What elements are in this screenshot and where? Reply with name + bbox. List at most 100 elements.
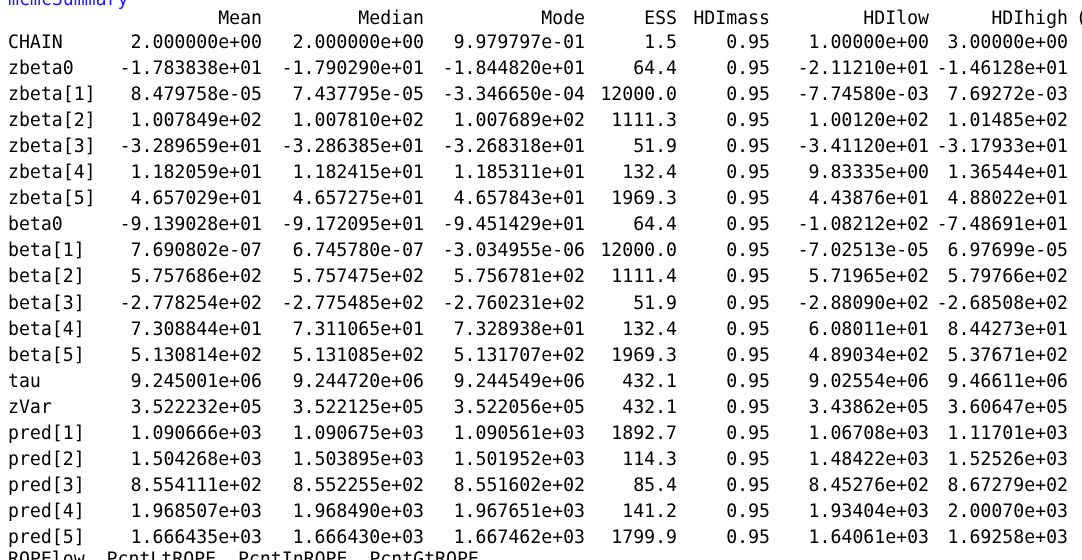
- table-row: pred[3] 8.554111e+02 8.552255e+02 8.551602e…: [0, 474, 1082, 498]
- cell-hdilow: 3.43862e+05: [808, 396, 929, 418]
- row-name: beta[3]: [8, 292, 85, 314]
- cell-median: 1.968490e+03: [292, 500, 424, 522]
- cell-mode: 1.501952e+03: [453, 448, 585, 470]
- cell-mode: -3.346650e-04: [442, 84, 585, 106]
- cell-mean: 5.130814e+02: [130, 344, 262, 366]
- column-header-hdilow: HDIlow: [863, 8, 929, 29]
- cell-mean: -2.778254e+02: [119, 292, 262, 314]
- cell-hdihigh: 9.46611e+06: [947, 370, 1068, 392]
- cell-mean: 1.666435e+03: [130, 526, 262, 548]
- column-header-ess: ESS: [644, 8, 677, 29]
- cell-ess: 132.4: [622, 162, 677, 184]
- cell-hdimass: 0.95: [726, 448, 770, 470]
- cell-mode: -9.451429e+01: [442, 214, 585, 236]
- cell-ess: 51.9: [633, 136, 677, 158]
- cell-hdihigh: 1.01485e+02: [947, 110, 1068, 132]
- table-row: zbeta0 -1.783838e+01 -1.790290e+01 -1.84482…: [0, 57, 1082, 81]
- row-name: zbeta[2]: [8, 110, 96, 132]
- cell-hdilow: 1.06708e+03: [808, 422, 929, 444]
- table-row: zbeta[3] -3.289659e+01 -3.286385e+01 -3.268…: [0, 135, 1082, 159]
- cell-hdihigh: 1.36544e+01: [947, 162, 1068, 184]
- cell-ess: 12000.0: [600, 84, 677, 106]
- cell-mean: 5.757686e+02: [130, 266, 262, 288]
- cell-ess: 132.4: [622, 318, 677, 340]
- cell-median: -1.790290e+01: [281, 58, 424, 80]
- cell-hdimass: 0.95: [726, 188, 770, 210]
- cell-mode: 1.667462e+03: [453, 526, 585, 548]
- cell-hdihigh: 6.97699e-05: [947, 240, 1068, 262]
- cell-mode: -1.844820e+01: [442, 58, 585, 80]
- cell-hdimass: 0.95: [726, 136, 770, 158]
- cell-ess: 64.4: [633, 214, 677, 236]
- cell-hdilow: 5.71965e+02: [808, 266, 929, 288]
- table-row: pred[5] 1.666435e+03 1.666430e+03 1.667462e…: [0, 526, 1082, 550]
- cell-hdimass: 0.95: [726, 266, 770, 288]
- table-row: pred[1] 1.090666e+03 1.090675e+03 1.090561e…: [0, 422, 1082, 446]
- cell-median: 4.657275e+01: [292, 188, 424, 210]
- cell-median: 1.666430e+03: [292, 526, 424, 548]
- row-name: pred[3]: [8, 474, 85, 496]
- table-row: beta[3] -2.778254e+02 -2.775485e+02 -2.7602…: [0, 292, 1082, 316]
- column-header-mean: Mean: [218, 8, 262, 29]
- cell-hdilow: -7.74580e-03: [797, 84, 929, 106]
- cell-median: 9.244720e+06: [292, 370, 424, 392]
- cell-mean: -3.289659e+01: [119, 136, 262, 158]
- cell-hdihigh: -7.48691e+01: [936, 214, 1068, 236]
- cell-mean: 1.968507e+03: [130, 500, 262, 522]
- row-name: pred[2]: [8, 448, 85, 470]
- row-name: beta[4]: [8, 318, 85, 340]
- row-name: zbeta[3]: [8, 136, 96, 158]
- cell-ess: 1.5: [644, 32, 677, 53]
- cell-hdihigh: 1.11701e+03: [947, 422, 1068, 444]
- cell-hdimass: 0.95: [726, 500, 770, 522]
- cell-hdihigh: 7.69272e-03: [947, 84, 1068, 106]
- cell-mode: 5.131707e+02: [453, 344, 585, 366]
- row-name: zVar: [8, 396, 52, 418]
- cell-hdilow: 8.45276e+02: [808, 474, 929, 496]
- table-row: zbeta[2] 1.007849e+02 1.007810e+02 1.007689…: [0, 109, 1082, 133]
- cell-hdihigh: 5.37671e+02: [947, 344, 1068, 366]
- cell-mode: 1.185311e+01: [453, 162, 585, 184]
- row-name: zbeta[1]: [8, 84, 96, 106]
- cell-hdilow: -2.11210e+01: [797, 58, 929, 80]
- row-name: zbeta[5]: [8, 188, 96, 210]
- table-row: beta[1] 7.690802e-07 6.745780e-07 -3.034955…: [0, 239, 1082, 263]
- table-row: beta[2] 5.757686e+02 5.757475e+02 5.756781e…: [0, 265, 1082, 289]
- cell-mode: 3.522056e+05: [453, 396, 585, 418]
- column-header-hdihigh: HDIhigh: [991, 8, 1068, 29]
- cell-hdilow: 1.93404e+03: [808, 500, 929, 522]
- cell-mean: 1.090666e+03: [130, 422, 262, 444]
- header-trailing-fragment: (: [1076, 7, 1082, 31]
- cell-hdilow: 4.43876e+01: [808, 188, 929, 210]
- cell-hdimass: 0.95: [726, 344, 770, 366]
- cell-mean: -9.139028e+01: [119, 214, 262, 236]
- cell-hdihigh: 3.60647e+05: [947, 396, 1068, 418]
- cell-hdihigh: -1.46128e+01: [936, 58, 1068, 80]
- cell-hdilow: 1.64061e+03: [808, 526, 929, 548]
- column-header-hdimass: HDImass: [693, 8, 770, 29]
- cell-hdilow: -2.88090e+02: [797, 292, 929, 314]
- cell-median: -2.775485e+02: [281, 292, 424, 314]
- cell-median: 6.745780e-07: [292, 240, 424, 262]
- cell-median: -9.172095e+01: [281, 214, 424, 236]
- cell-mode: 4.657843e+01: [453, 188, 585, 210]
- cell-mode: 9.979797e-01: [453, 32, 585, 53]
- cell-ess: 1969.3: [611, 188, 677, 210]
- cell-hdimass: 0.95: [726, 84, 770, 106]
- table-row: zbeta[1] 8.479758e-05 7.437795e-05 -3.34665…: [0, 83, 1082, 107]
- cell-hdilow: 1.00120e+02: [808, 110, 929, 132]
- cell-mean: 8.479758e-05: [130, 84, 262, 106]
- row-name: beta[5]: [8, 344, 85, 366]
- cell-hdihigh: 1.69258e+03: [947, 526, 1068, 548]
- cell-mean: 4.657029e+01: [130, 188, 262, 210]
- cell-median: 2.000000e+00: [292, 32, 424, 53]
- cell-hdihigh: 4.88022e+01: [947, 188, 1068, 210]
- table-row: zbeta[4] 1.182059e+01 1.182415e+01 1.185311…: [0, 161, 1082, 185]
- row-name: beta0: [8, 214, 63, 236]
- cell-median: -3.286385e+01: [281, 136, 424, 158]
- row-name: pred[1]: [8, 422, 85, 444]
- row-name: beta[2]: [8, 266, 85, 288]
- console-command-line: mcmcSummary: [8, 0, 128, 12]
- column-header-median: Median: [358, 8, 424, 29]
